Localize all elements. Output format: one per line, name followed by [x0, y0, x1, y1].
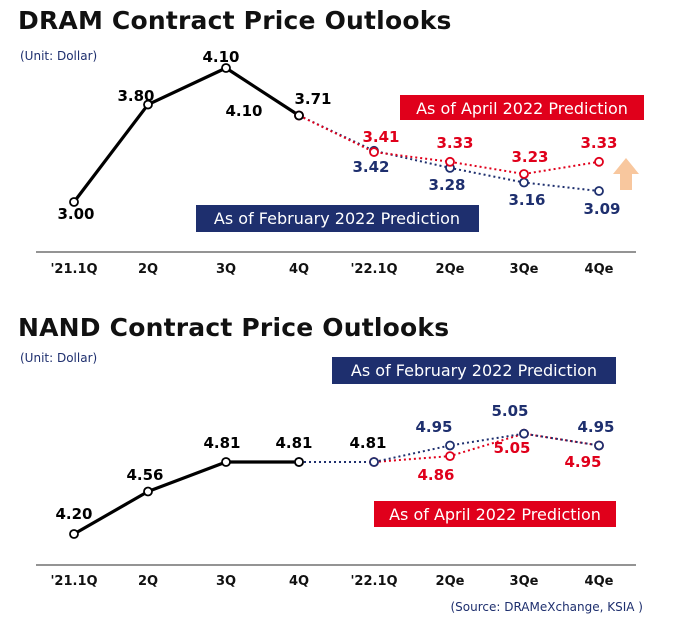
dram-x-tick-label: 3Qe — [510, 262, 539, 277]
nand-point-as-of-february-2022-prediction — [594, 440, 604, 451]
dram-data-label: 4.10 — [202, 48, 239, 66]
dram-x-tick-label: '21.1Q — [50, 262, 97, 277]
dram-data-label: 3.33 — [580, 134, 617, 152]
dram-point-as-of-april-2022-prediction — [445, 156, 455, 167]
nand-point-as-of-february-2022-prediction — [519, 428, 529, 439]
dram-unit-label: (Unit: Dollar) — [20, 49, 98, 63]
nand-x-tick-label: 2Q — [138, 574, 158, 589]
dram-data-label: 3.42 — [352, 158, 389, 176]
dram-legend-february-label: As of February 2022 Prediction — [214, 209, 460, 228]
nand-x-tick-label: 3Q — [216, 574, 236, 589]
dram-point-as-of-april-2022-prediction — [369, 147, 379, 157]
nand-data-label: 4.95 — [415, 418, 452, 436]
source-note: (Source: DRAMeXchange, KSIA ) — [450, 600, 643, 614]
dram-point-actual — [221, 63, 231, 73]
nand-x-tick-label: 3Qe — [510, 574, 539, 589]
dram-point-actual — [143, 99, 153, 110]
nand-data-label: 5.05 — [493, 439, 530, 457]
dram-x-tick-label: 3Q — [216, 262, 236, 277]
nand-data-label: 4.20 — [55, 505, 92, 523]
dram-x-tick-label: 2Q — [138, 262, 158, 277]
dram-data-label: 3.41 — [362, 128, 399, 146]
nand-data-label: 4.56 — [126, 466, 163, 484]
dram-series-line-actual — [72, 66, 300, 203]
nand-data-label: 4.95 — [577, 418, 614, 436]
nand-data-label: 4.95 — [564, 453, 601, 471]
dram-x-tick-label: 2Qe — [436, 262, 465, 277]
nand-series-line-as-of-february-2022-prediction — [299, 432, 600, 463]
dram-data-label: 3.00 — [57, 205, 94, 223]
nand-point-actual — [69, 529, 79, 539]
nand-point-as-of-february-2022-prediction — [369, 457, 379, 467]
dram-legend-april-label: As of April 2022 Prediction — [416, 99, 628, 118]
nand-legend-april: As of April 2022 Prediction — [374, 501, 616, 527]
nand-x-tick-label: '22.1Q — [350, 574, 397, 589]
nand-data-label: 4.81 — [349, 434, 386, 452]
nand-chart-title: NAND Contract Price Outlooks — [18, 313, 450, 342]
nand-data-label: 4.81 — [203, 434, 240, 452]
dram-data-label: 3.71 — [294, 90, 331, 108]
nand-point-as-of-february-2022-prediction — [445, 440, 455, 451]
dram-point-as-of-february-2022-prediction — [519, 177, 529, 188]
nand-x-tick-label: 4Qe — [585, 574, 614, 589]
nand-legend-february: As of February 2022 Prediction — [332, 357, 616, 384]
dram-x-tick-label: '22.1Q — [350, 262, 397, 277]
nand-point-as-of-april-2022-prediction — [445, 451, 455, 461]
dram-chart-title: DRAM Contract Price Outlooks — [18, 6, 452, 35]
nand-x-tick-label: 4Q — [289, 574, 309, 589]
dram-legend-february: As of February 2022 Prediction — [196, 205, 479, 232]
dram-data-label: 3.23 — [511, 148, 548, 166]
dram-point-actual — [294, 110, 304, 121]
nand-x-tick-label: 2Qe — [436, 574, 465, 589]
dram-legend-april: As of April 2022 Prediction — [400, 95, 644, 120]
dram-point-as-of-april-2022-prediction — [519, 169, 529, 179]
nand-unit-label: (Unit: Dollar) — [20, 351, 98, 365]
nand-data-label: 4.81 — [275, 434, 312, 452]
up-arrow-icon — [613, 158, 639, 190]
nand-data-label: 4.86 — [417, 466, 454, 484]
dram-data-label: 3.33 — [436, 134, 473, 152]
nand-point-actual — [221, 457, 231, 467]
dram-data-label: 3.80 — [117, 87, 154, 105]
dram-x-tick-label: 4Q — [289, 262, 309, 277]
nand-data-label: 5.05 — [491, 402, 528, 420]
dram-data-label: 3.28 — [428, 176, 465, 194]
nand-x-tick-label: '21.1Q — [50, 574, 97, 589]
dram-point-as-of-april-2022-prediction — [594, 156, 604, 167]
nand-point-actual — [294, 457, 304, 467]
dram-point-as-of-february-2022-prediction — [594, 186, 604, 196]
nand-legend-april-label: As of April 2022 Prediction — [389, 505, 601, 524]
dram-x-tick-label: 4Qe — [585, 262, 614, 277]
dram-data-label: 3.16 — [508, 191, 545, 209]
dram-data-label: 3.09 — [583, 200, 620, 218]
dram-point-actual — [69, 197, 79, 207]
nand-series-line-actual — [73, 460, 299, 536]
nand-point-actual — [143, 486, 153, 497]
dram-data-label: 4.10 — [225, 102, 262, 120]
nand-legend-february-label: As of February 2022 Prediction — [351, 361, 597, 380]
